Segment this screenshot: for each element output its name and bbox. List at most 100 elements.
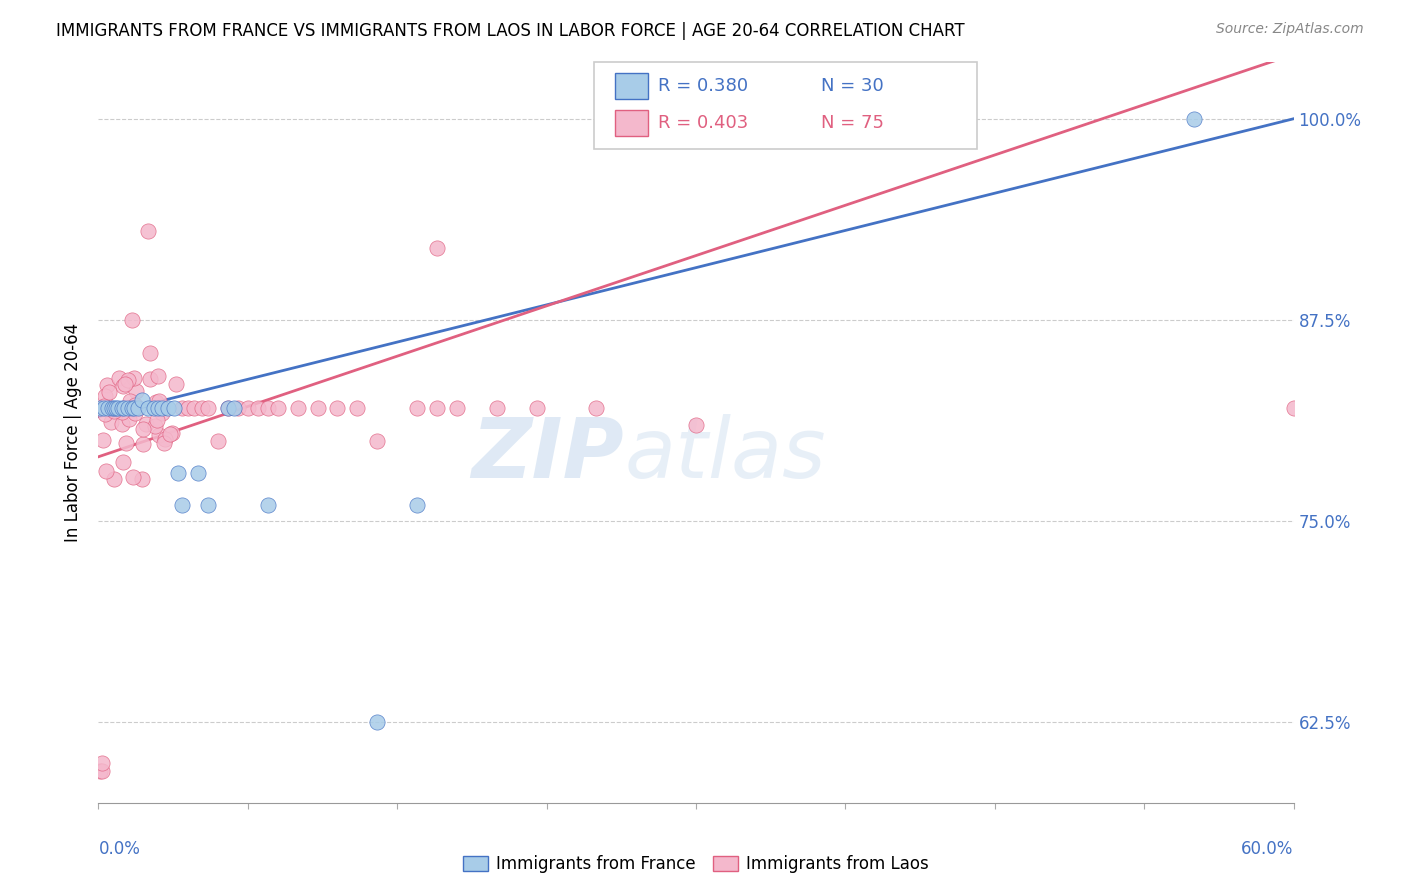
- Point: [366, 715, 388, 730]
- Text: N = 30: N = 30: [821, 77, 884, 95]
- Text: 0.0%: 0.0%: [98, 840, 141, 858]
- Point: [89, 401, 111, 416]
- Point: [187, 466, 209, 480]
- Point: [124, 406, 146, 420]
- Point: [155, 433, 177, 447]
- Point: [267, 401, 290, 416]
- Point: [256, 401, 278, 416]
- Point: [406, 401, 429, 416]
- Text: R = 0.380: R = 0.380: [658, 77, 748, 95]
- Point: [217, 401, 239, 416]
- Point: [226, 401, 249, 416]
- Point: [103, 404, 125, 418]
- Point: [197, 401, 219, 416]
- FancyBboxPatch shape: [614, 110, 648, 136]
- Point: [146, 413, 169, 427]
- Point: [326, 401, 349, 416]
- Text: Source: ZipAtlas.com: Source: ZipAtlas.com: [1216, 22, 1364, 37]
- Point: [101, 401, 124, 416]
- Point: [101, 401, 124, 416]
- Point: [1282, 401, 1305, 416]
- Point: [112, 379, 135, 393]
- Point: [121, 401, 143, 416]
- Point: [97, 384, 120, 399]
- Point: [132, 422, 155, 436]
- Point: [91, 756, 114, 770]
- Point: [108, 371, 131, 385]
- Point: [118, 412, 141, 426]
- Y-axis label: In Labor Force | Age 20-64: In Labor Force | Age 20-64: [65, 323, 83, 542]
- Point: [446, 401, 468, 416]
- Point: [426, 401, 449, 416]
- Point: [148, 428, 170, 442]
- Point: [197, 498, 219, 512]
- Point: [96, 378, 118, 392]
- Point: [105, 401, 128, 416]
- Point: [153, 435, 176, 450]
- Point: [287, 401, 309, 416]
- Point: [114, 436, 136, 450]
- Point: [94, 389, 117, 403]
- Text: atlas: atlas: [624, 414, 825, 495]
- Point: [222, 401, 245, 416]
- Point: [526, 401, 548, 416]
- Point: [207, 434, 229, 448]
- Point: [177, 401, 200, 416]
- Point: [143, 401, 166, 416]
- Text: N = 75: N = 75: [821, 114, 884, 132]
- Point: [124, 401, 146, 416]
- Point: [148, 368, 170, 383]
- Point: [132, 437, 155, 451]
- Point: [127, 401, 149, 416]
- Point: [160, 426, 183, 441]
- Point: [172, 401, 194, 416]
- Point: [1182, 112, 1205, 126]
- Point: [172, 498, 194, 512]
- Point: [111, 405, 134, 419]
- Point: [93, 401, 115, 416]
- Point: [120, 394, 142, 409]
- Point: [93, 399, 115, 413]
- Point: [89, 764, 111, 778]
- Point: [136, 224, 159, 238]
- Point: [122, 469, 145, 483]
- Point: [148, 394, 170, 409]
- Point: [150, 401, 173, 416]
- Point: [122, 371, 145, 385]
- Point: [307, 401, 329, 416]
- Point: [157, 401, 180, 416]
- Point: [94, 408, 117, 422]
- Point: [103, 401, 125, 416]
- Point: [131, 393, 153, 408]
- Point: [346, 401, 368, 416]
- Point: [148, 401, 170, 416]
- Point: [139, 346, 162, 360]
- Point: [163, 401, 186, 416]
- Point: [191, 401, 214, 416]
- Point: [91, 433, 114, 447]
- Point: [100, 415, 122, 429]
- Point: [117, 401, 139, 416]
- Point: [406, 498, 429, 512]
- Point: [366, 434, 388, 448]
- Text: 60.0%: 60.0%: [1241, 840, 1294, 858]
- Point: [135, 417, 157, 431]
- Point: [111, 401, 134, 416]
- Point: [236, 401, 259, 416]
- Point: [114, 377, 136, 392]
- Legend: Immigrants from France, Immigrants from Laos: Immigrants from France, Immigrants from …: [457, 848, 935, 880]
- Point: [685, 417, 707, 432]
- Point: [167, 466, 190, 480]
- Point: [107, 401, 129, 416]
- Point: [485, 401, 508, 416]
- FancyBboxPatch shape: [614, 73, 648, 99]
- Point: [150, 406, 173, 420]
- Point: [217, 401, 239, 416]
- Point: [112, 455, 135, 469]
- Point: [143, 419, 166, 434]
- Point: [94, 465, 117, 479]
- Text: IMMIGRANTS FROM FRANCE VS IMMIGRANTS FROM LAOS IN LABOR FORCE | AGE 20-64 CORREL: IMMIGRANTS FROM FRANCE VS IMMIGRANTS FRO…: [56, 22, 965, 40]
- Point: [139, 372, 162, 386]
- Point: [426, 240, 449, 254]
- Point: [117, 373, 139, 387]
